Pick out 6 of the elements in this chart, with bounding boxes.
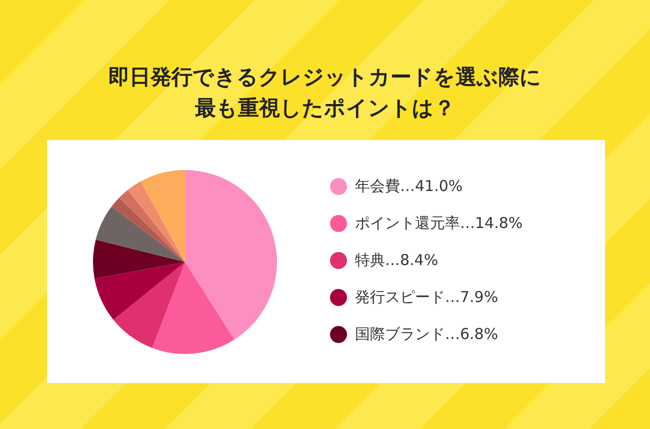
legend-label: 年会費…41.0% xyxy=(355,177,463,196)
chart-title: 即日発行できるクレジットカードを選ぶ際に最も重視したポイントは？ xyxy=(108,64,542,122)
legend-label: 発行スピード…7.9% xyxy=(355,288,498,307)
legend-label: ポイント還元率…14.8% xyxy=(355,214,523,233)
legend-label: 特典…8.4% xyxy=(355,251,438,270)
legend-label: 国際ブランド…6.8% xyxy=(355,325,498,344)
